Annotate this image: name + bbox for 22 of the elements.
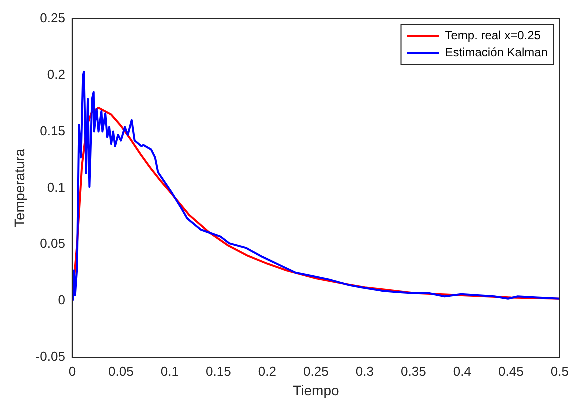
y-tick-label: 0.15 — [40, 123, 66, 138]
legend-label: Estimación Kalman — [445, 46, 548, 60]
y-tick-label: 0.2 — [47, 66, 66, 82]
y-tick-label: 0.05 — [40, 236, 66, 252]
x-tick-label: 0.2 — [258, 364, 276, 379]
y-tick-label: 0.1 — [47, 180, 66, 195]
y-tick-label: -0.05 — [36, 349, 66, 364]
x-axis-title: Tiempo — [293, 382, 340, 398]
x-tick-label: 0.25 — [304, 364, 329, 379]
x-tick-label: 0.4 — [453, 364, 472, 379]
legend-label: Temp. real x=0.25 — [445, 28, 542, 43]
x-tick-label: 0.45 — [498, 364, 524, 379]
x-tick-label: 0 — [68, 364, 76, 379]
x-tick-label: 0.3 — [356, 364, 374, 379]
x-tick-label: 0.15 — [206, 364, 232, 379]
x-tick-label: 0.1 — [160, 364, 179, 379]
y-tick-label: 0 — [58, 292, 66, 308]
x-tick-label: 0.35 — [401, 364, 426, 379]
y-tick-label: 0.25 — [40, 10, 66, 26]
x-tick-label: 0.5 — [550, 364, 570, 379]
y-axis-title: Temperatura — [11, 148, 28, 228]
x-tick-label: 0.05 — [108, 364, 134, 379]
